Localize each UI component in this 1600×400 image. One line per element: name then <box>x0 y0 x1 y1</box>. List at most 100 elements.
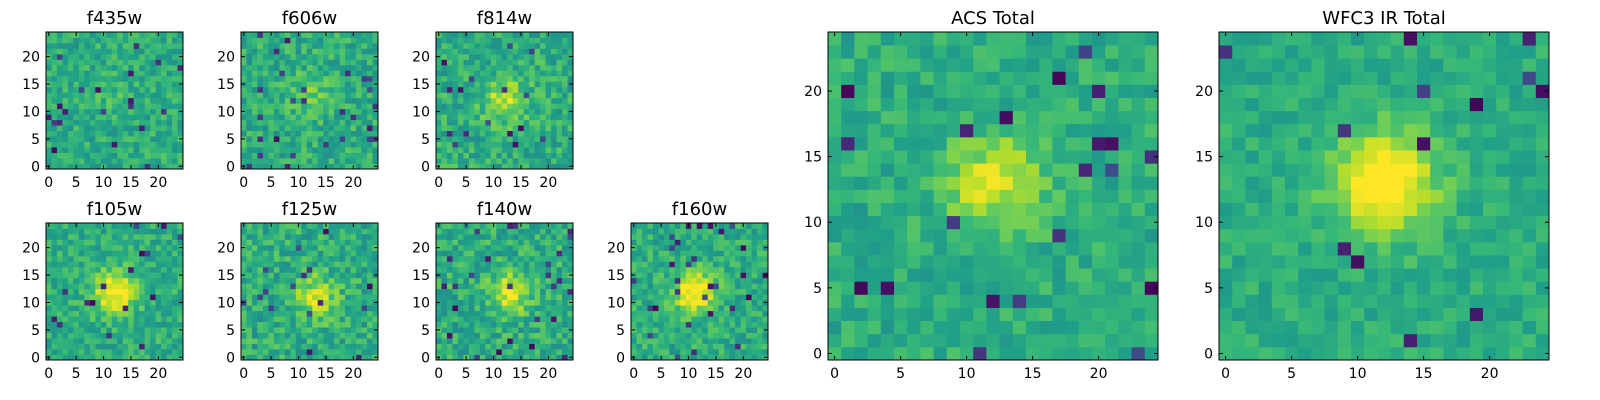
heatmap-cell <box>100 92 107 99</box>
heatmap-cell <box>696 354 703 361</box>
heatmap-cell <box>507 147 514 153</box>
heatmap-cell <box>78 343 85 350</box>
heatmap-cell <box>641 310 648 317</box>
heatmap-cell <box>290 250 297 257</box>
heatmap-cell <box>436 125 442 132</box>
heatmap-cell <box>441 158 448 164</box>
heatmap-cell <box>301 64 308 71</box>
heatmap-cell <box>350 92 357 99</box>
heatmap-cell <box>128 338 135 344</box>
heatmap-cell <box>166 81 173 88</box>
heatmap-cell <box>751 310 758 317</box>
heatmap-cell <box>490 349 497 355</box>
heatmap-cell <box>161 64 167 71</box>
heatmap-cell <box>306 108 313 115</box>
heatmap-cell <box>1012 346 1027 361</box>
heatmap-cell <box>367 152 373 159</box>
heatmap-cell <box>290 163 297 170</box>
heatmap-cell <box>507 130 514 137</box>
heatmap-cell <box>89 163 96 170</box>
heatmap-cell <box>128 305 135 312</box>
heatmap-cell <box>290 108 297 115</box>
heatmap-cell <box>246 42 253 49</box>
heatmap-cell <box>1052 202 1066 217</box>
heatmap-cell <box>51 42 58 49</box>
heatmap-cell <box>707 294 714 301</box>
heatmap-cell <box>361 92 368 99</box>
heatmap-cell <box>317 92 324 99</box>
heatmap-cell <box>1131 189 1146 203</box>
heatmap-cell <box>161 255 167 262</box>
heatmap-cell <box>177 97 184 104</box>
heatmap-cell <box>501 228 508 235</box>
heatmap-cell <box>512 119 519 126</box>
heatmap-cell <box>567 305 574 312</box>
heatmap-cell <box>696 310 703 317</box>
heatmap-cell <box>490 70 497 77</box>
heatmap-cell <box>556 158 563 164</box>
heatmap-cell <box>139 327 146 333</box>
x-tick-label: 5 <box>267 175 276 191</box>
heatmap-cell <box>562 81 568 88</box>
heatmap-cell <box>161 288 167 295</box>
heatmap-cell <box>273 244 280 251</box>
heatmap-cell <box>1131 163 1146 177</box>
heatmap-cell <box>490 136 497 142</box>
heatmap-cell <box>139 233 146 240</box>
heatmap-cell <box>128 158 135 164</box>
heatmap-cell <box>73 327 80 333</box>
heatmap-cell <box>468 261 475 268</box>
heatmap-cell <box>452 152 459 159</box>
heatmap-cell <box>562 147 568 153</box>
heatmap-cell <box>95 299 102 306</box>
heatmap-cell <box>95 332 102 339</box>
heatmap-cell <box>133 250 140 257</box>
heatmap-cell <box>56 125 63 132</box>
heatmap-cell <box>441 81 448 88</box>
heatmap-cell <box>95 354 102 361</box>
heatmap-cell <box>457 277 464 284</box>
heatmap-cell <box>735 299 741 306</box>
heatmap-cell <box>490 283 497 290</box>
heatmap-cell <box>674 343 681 350</box>
heatmap-cell <box>89 59 96 66</box>
heatmap-cell <box>518 75 525 82</box>
heatmap-cell <box>78 233 85 240</box>
heatmap-cell <box>567 86 574 93</box>
heatmap-cell <box>636 349 643 355</box>
heatmap-cell <box>345 141 351 148</box>
heatmap-cell <box>441 272 448 279</box>
heatmap-cell <box>251 299 258 306</box>
heatmap-cell <box>73 92 80 99</box>
heatmap-cell <box>284 288 291 295</box>
heatmap-cell <box>251 81 258 88</box>
heatmap-cell <box>317 97 324 104</box>
heatmap-cell <box>155 277 162 284</box>
heatmap-cell <box>854 163 868 177</box>
x-tick-label: 20 <box>539 175 557 191</box>
heatmap-cell <box>707 288 714 295</box>
heatmap-cell <box>106 338 113 344</box>
heatmap-cell <box>507 321 514 328</box>
heatmap-cell <box>496 32 503 38</box>
heatmap-cell <box>111 349 118 355</box>
heatmap-cell <box>246 70 253 77</box>
heatmap-cell <box>155 70 162 77</box>
heatmap-cell <box>144 53 151 60</box>
heatmap-cell <box>128 92 135 99</box>
heatmap-cell <box>452 103 459 110</box>
heatmap-cell <box>257 305 264 312</box>
heatmap-cell <box>372 228 379 235</box>
heatmap-cell <box>312 108 319 115</box>
heatmap-cell <box>751 288 758 295</box>
heatmap-cell <box>1144 307 1159 322</box>
heatmap-cell <box>172 255 178 262</box>
heatmap-cell <box>78 223 85 229</box>
heatmap-cell <box>1065 163 1080 177</box>
heatmap-cell <box>350 114 357 121</box>
heatmap-cell <box>122 59 129 66</box>
heatmap-cell <box>317 332 324 339</box>
heatmap-cell <box>757 332 763 339</box>
heatmap-cell <box>468 327 475 333</box>
heatmap-cell <box>474 261 481 268</box>
